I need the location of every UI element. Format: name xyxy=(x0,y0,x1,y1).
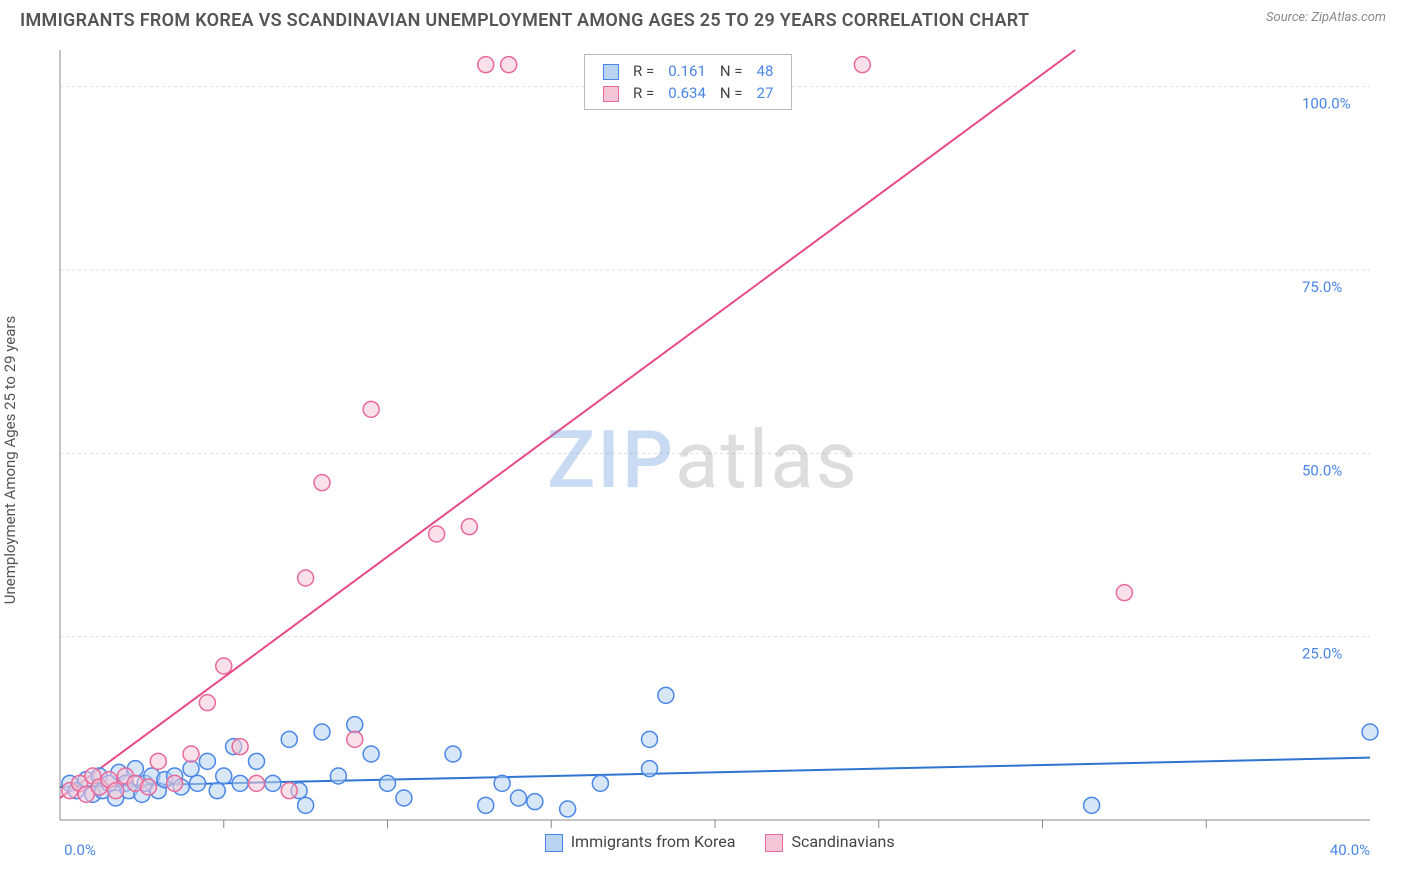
legend-r-value: 0.634 xyxy=(662,83,712,103)
chart-title: IMMIGRANTS FROM KOREA VS SCANDINAVIAN UN… xyxy=(20,10,1029,31)
scatter-chart: 25.0% 50.0% 75.0% 100.0% 0.0% 40.0% xyxy=(20,40,1386,880)
legend-n-label: N = xyxy=(714,61,749,81)
legend-swatch xyxy=(603,86,619,102)
legend-n-label: N = xyxy=(714,83,749,103)
legend-item: Scandinavians xyxy=(765,832,894,852)
legend-swatch xyxy=(603,64,619,80)
legend-r-label: R = xyxy=(627,61,660,81)
svg-text:75.0%: 75.0% xyxy=(1302,278,1342,296)
svg-text:100.0%: 100.0% xyxy=(1302,95,1351,113)
legend-swatch xyxy=(545,834,563,852)
legend-r-label: R = xyxy=(627,83,660,103)
series-legend: Immigrants from Korea Scandinavians xyxy=(545,832,895,852)
legend-r-value: 0.161 xyxy=(662,61,712,81)
legend-label: Scandinavians xyxy=(791,832,894,851)
legend-n-value: 27 xyxy=(751,83,780,103)
y-axis-label: Unemployment Among Ages 25 to 29 years xyxy=(1,316,19,604)
chart-area: Unemployment Among Ages 25 to 29 years 2… xyxy=(20,40,1386,880)
legend-swatch xyxy=(765,834,783,852)
svg-text:25.0%: 25.0% xyxy=(1302,645,1342,663)
svg-text:0.0%: 0.0% xyxy=(64,841,96,859)
svg-text:40.0%: 40.0% xyxy=(1330,841,1370,859)
svg-text:50.0%: 50.0% xyxy=(1302,461,1342,479)
correlation-legend: R =0.161N =48 R =0.634N =27 xyxy=(584,54,792,110)
legend-n-value: 48 xyxy=(751,61,780,81)
legend-label: Immigrants from Korea xyxy=(571,832,736,851)
legend-item: Immigrants from Korea xyxy=(545,832,736,852)
source-label: Source: ZipAtlas.com xyxy=(1266,10,1386,25)
